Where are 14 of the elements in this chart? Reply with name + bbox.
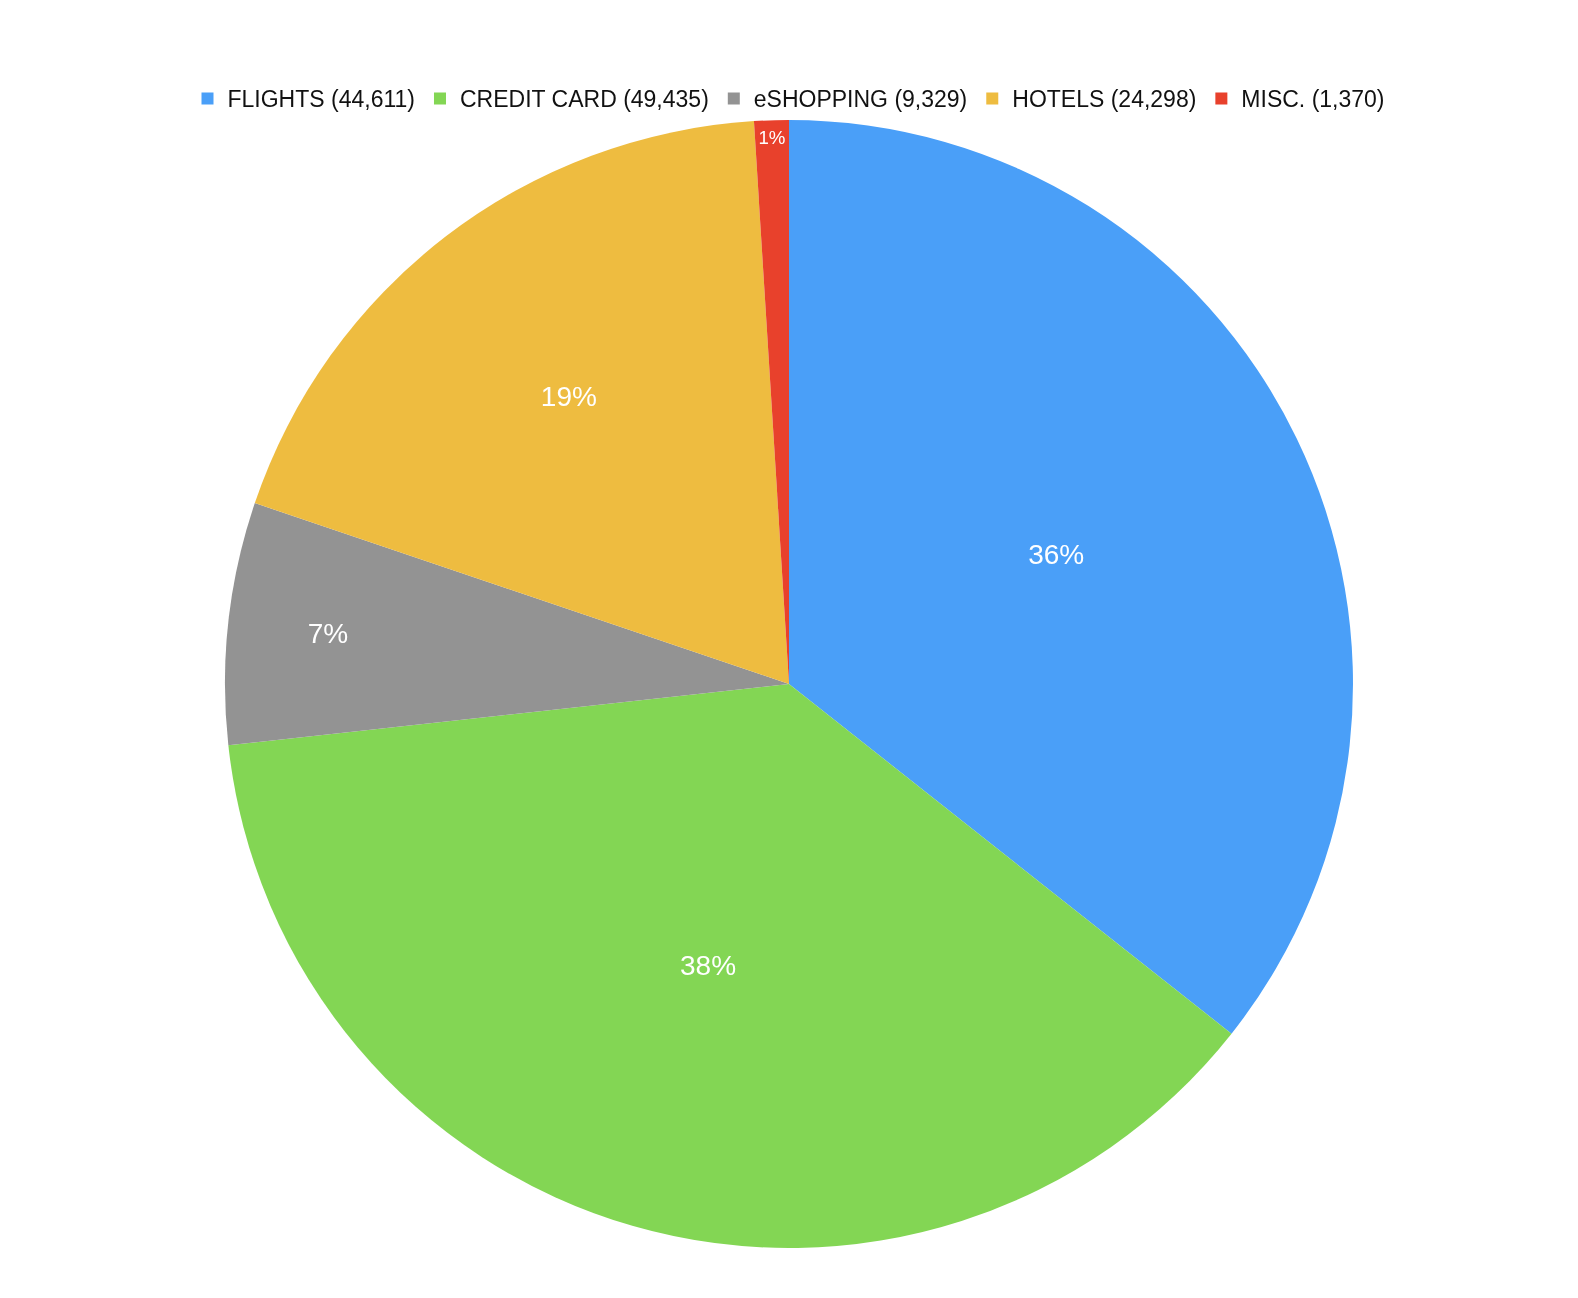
- legend-label: CREDIT CARD (49,435): [459, 86, 709, 113]
- pie-slice: [789, 120, 1353, 1034]
- data-label: 19%: [540, 380, 597, 412]
- legend-label: eSHOPPING (9,329): [753, 86, 968, 113]
- pie-slice: [254, 121, 789, 684]
- legend-label: HOTELS (24,298): [1012, 86, 1197, 113]
- data-label: 38%: [680, 950, 737, 982]
- data-label: 1%: [758, 126, 786, 148]
- legend-label: MISC. (1,370): [1241, 86, 1385, 113]
- data-label: 7%: [307, 618, 349, 650]
- data-label: 36%: [1028, 539, 1085, 571]
- pie-slice: [228, 684, 1232, 1248]
- pie-slice: [225, 503, 789, 746]
- legend-label: FLIGHTS (44,611): [227, 86, 415, 113]
